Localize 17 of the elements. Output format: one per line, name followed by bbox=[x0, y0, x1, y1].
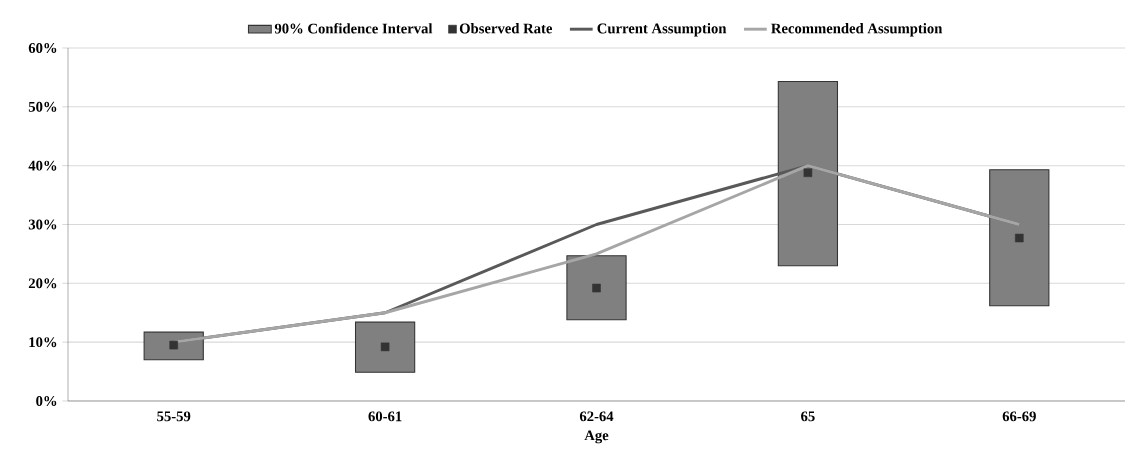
legend-label: Current Assumption bbox=[597, 23, 727, 37]
legend-label: 90% Confidence Interval bbox=[274, 23, 433, 34]
x-tick-label: 66-69 bbox=[1002, 411, 1036, 422]
x-tick-label: 65 bbox=[801, 411, 815, 422]
x-tick-label: 60-61 bbox=[368, 411, 402, 422]
x-axis-title: Age bbox=[584, 430, 609, 444]
x-tick-label: 62-64 bbox=[579, 411, 614, 422]
y-tick-label: 60% bbox=[28, 43, 57, 53]
y-tick-label: 20% bbox=[28, 278, 57, 289]
y-tick-label: 40% bbox=[28, 160, 57, 171]
y-tick-label: 50% bbox=[28, 101, 57, 112]
y-tick-label: 0% bbox=[36, 396, 57, 406]
legend-label: Observed Rate bbox=[459, 23, 553, 34]
y-tick-label: 10% bbox=[29, 337, 57, 348]
x-tick-label: 55-59 bbox=[157, 411, 191, 422]
legend-label: Recommended Assumption bbox=[771, 23, 943, 37]
y-tick-label: 30% bbox=[28, 219, 57, 230]
